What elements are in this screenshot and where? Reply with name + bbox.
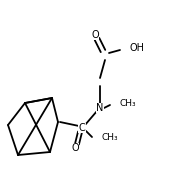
Text: N: N	[96, 103, 104, 113]
Text: CH₃: CH₃	[120, 98, 137, 108]
Text: C: C	[79, 123, 85, 133]
Text: O: O	[91, 30, 99, 40]
Text: OH: OH	[130, 43, 145, 53]
Text: CH₃: CH₃	[102, 133, 119, 143]
Text: O: O	[71, 143, 79, 153]
